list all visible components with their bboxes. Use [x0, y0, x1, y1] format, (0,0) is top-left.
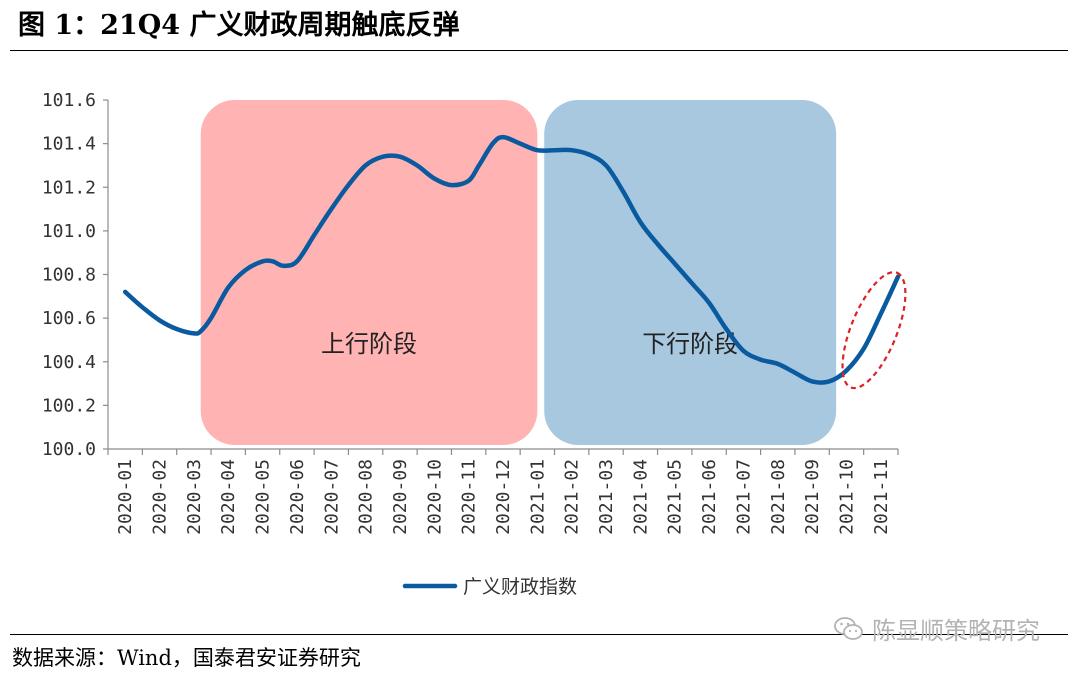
phase-regions: 上行阶段 下行阶段	[200, 100, 837, 445]
x-tick-label: 2020-12	[493, 459, 514, 535]
phase-label-1: 上行阶段	[321, 330, 417, 358]
chart-title: 图 1：21Q4 广义财政周期触底反弹	[18, 10, 460, 41]
highlight-ellipse	[841, 271, 907, 390]
x-tick-label: 2020-09	[390, 459, 411, 535]
x-tick-label: 2021-09	[802, 459, 823, 535]
y-tick-label: 101.0	[42, 221, 96, 242]
x-tick-label: 2021-05	[665, 459, 686, 535]
x-tick-label: 2020-04	[218, 459, 239, 535]
legend-label: 广义财政指数	[463, 576, 577, 598]
x-tick-label: 2021-01	[527, 459, 548, 535]
watermark: 陈显顺策略研究	[834, 611, 1040, 646]
x-tick-label: 2021-04	[630, 459, 651, 535]
series-line-1	[122, 134, 901, 385]
x-tick-label: 2020-10	[424, 459, 445, 535]
highlight-group	[841, 271, 907, 390]
x-tick-label: 2021-11	[871, 459, 892, 535]
x-tick-label: 2021-08	[768, 459, 789, 535]
x-tick-label: 2020-03	[184, 459, 205, 535]
x-tick-label: 2020-05	[253, 459, 274, 535]
x-tick-label: 2021-02	[562, 459, 583, 535]
y-tick-label: 101.2	[42, 177, 96, 198]
y-tick-label: 101.6	[42, 90, 96, 111]
x-tick-label: 2020-06	[287, 459, 308, 535]
y-tick-label: 100.8	[42, 265, 96, 286]
y-tick-label: 101.4	[42, 134, 96, 155]
x-tick-label: 2021-10	[836, 459, 857, 535]
x-tick-label: 2021-06	[699, 459, 720, 535]
x-tick-label: 2020-02	[150, 459, 171, 535]
footer-divider	[10, 634, 1068, 635]
x-tick-label: 2021-03	[596, 459, 617, 535]
series-lines	[122, 134, 901, 385]
y-tick-label: 100.4	[42, 352, 96, 373]
x-tick-label: 2020-07	[321, 459, 342, 535]
x-tick-label: 2020-11	[459, 459, 480, 535]
chart-legend: 广义财政指数	[402, 576, 577, 598]
y-tick-label: 100.0	[42, 439, 96, 460]
data-source: 数据来源：Wind，国泰君安证券研究	[12, 646, 361, 670]
x-tick-label: 2021-07	[733, 459, 754, 535]
x-tick-label: 2020-01	[115, 459, 136, 535]
chart-axes: 100.0 100.2 100.4 100.6 100.8 101.0 101.2 101.4…	[42, 90, 899, 535]
x-tick-label: 2020-08	[356, 459, 377, 535]
y-tick-label: 100.2	[42, 395, 96, 416]
y-tick-label: 100.6	[42, 308, 96, 329]
wechat-icon	[834, 616, 863, 640]
phase-label-2: 下行阶段	[642, 330, 738, 358]
watermark-text: 陈显顺策略研究	[872, 617, 1040, 645]
header-divider	[10, 50, 1068, 51]
